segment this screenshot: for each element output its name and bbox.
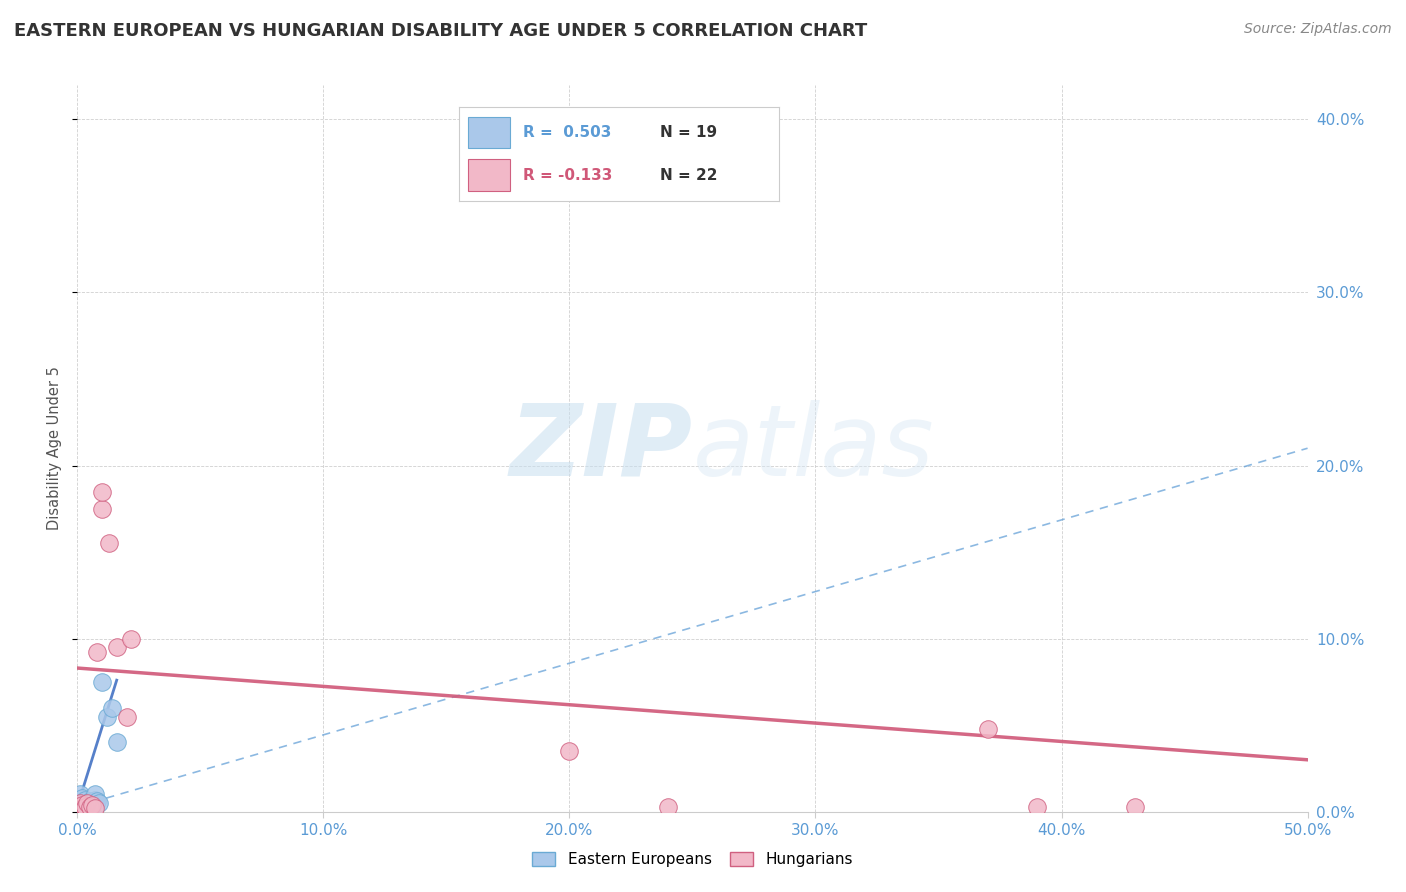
Point bbox=[83, 801, 105, 815]
Text: R = -0.133: R = -0.133 bbox=[523, 168, 612, 183]
Point bbox=[69, 788, 91, 802]
Bar bbox=[468, 160, 510, 191]
Point bbox=[82, 797, 104, 812]
Point bbox=[70, 797, 93, 812]
Point bbox=[90, 484, 114, 499]
Point bbox=[105, 735, 128, 749]
Text: N = 22: N = 22 bbox=[661, 168, 717, 183]
Point bbox=[66, 799, 89, 814]
Point bbox=[70, 801, 93, 815]
Point bbox=[121, 632, 143, 646]
Text: R =  0.503: R = 0.503 bbox=[523, 125, 612, 140]
Point bbox=[90, 674, 114, 689]
Point bbox=[82, 796, 104, 810]
Point bbox=[115, 709, 138, 723]
Point bbox=[79, 799, 101, 814]
Text: Source: ZipAtlas.com: Source: ZipAtlas.com bbox=[1244, 22, 1392, 37]
Point bbox=[101, 701, 124, 715]
Point bbox=[70, 790, 93, 805]
Text: N = 19: N = 19 bbox=[661, 125, 717, 140]
Point bbox=[96, 709, 118, 723]
Point bbox=[977, 722, 1000, 736]
Point bbox=[66, 799, 89, 814]
Point bbox=[76, 796, 98, 810]
Point bbox=[73, 792, 96, 806]
Text: atlas: atlas bbox=[693, 400, 934, 497]
Point bbox=[69, 799, 91, 814]
Point bbox=[89, 796, 111, 810]
Point bbox=[73, 799, 96, 814]
Point bbox=[70, 796, 93, 810]
Point bbox=[657, 799, 679, 814]
Text: ZIP: ZIP bbox=[509, 400, 693, 497]
Point bbox=[83, 788, 105, 802]
Point bbox=[69, 796, 91, 810]
Point bbox=[90, 501, 114, 516]
Point bbox=[1125, 799, 1147, 814]
Point bbox=[73, 799, 96, 814]
Point bbox=[79, 794, 101, 808]
Y-axis label: Disability Age Under 5: Disability Age Under 5 bbox=[46, 367, 62, 530]
Text: EASTERN EUROPEAN VS HUNGARIAN DISABILITY AGE UNDER 5 CORRELATION CHART: EASTERN EUROPEAN VS HUNGARIAN DISABILITY… bbox=[14, 22, 868, 40]
Point bbox=[83, 792, 105, 806]
Point bbox=[1026, 799, 1049, 814]
Point bbox=[105, 640, 128, 655]
Point bbox=[86, 645, 108, 659]
Point bbox=[558, 744, 581, 758]
Point bbox=[86, 794, 108, 808]
Point bbox=[79, 799, 101, 814]
Point bbox=[98, 536, 121, 550]
Bar bbox=[468, 117, 510, 148]
Point bbox=[76, 796, 98, 810]
Legend: Eastern Europeans, Hungarians: Eastern Europeans, Hungarians bbox=[526, 846, 859, 873]
Point bbox=[69, 796, 91, 810]
